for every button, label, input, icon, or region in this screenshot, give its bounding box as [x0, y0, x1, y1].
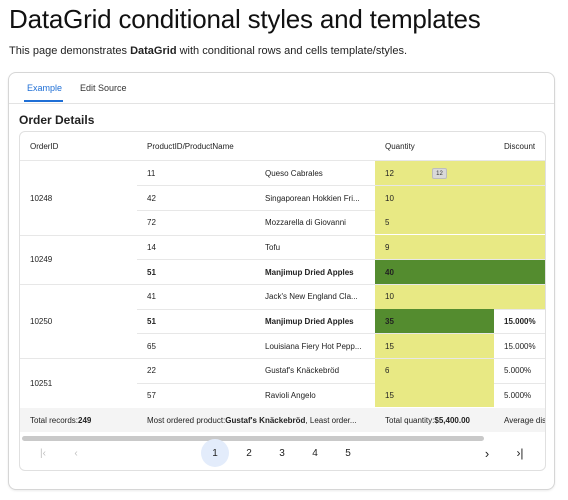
quantity-cell[interactable]: 10	[385, 292, 394, 302]
quantity-cell-bg	[375, 235, 545, 260]
next-page-icon[interactable]: ›	[484, 445, 490, 461]
product-name-cell[interactable]: Tofu	[265, 242, 281, 252]
quantity-cell[interactable]: 15	[385, 391, 394, 401]
description-bold: DataGrid	[130, 45, 177, 57]
product-name-cell[interactable]: Jack's New England Cla...	[265, 292, 358, 302]
product-name-cell[interactable]: Queso Cabrales	[265, 168, 323, 178]
order-id-cell[interactable]: 10251	[30, 378, 53, 388]
page-button-4[interactable]: 4	[312, 447, 318, 459]
product-id-cell[interactable]: 72	[147, 218, 156, 228]
quantity-cell-bg	[375, 185, 545, 210]
row-divider	[137, 209, 545, 211]
page-button-1[interactable]: 1	[201, 439, 229, 467]
row-divider	[137, 382, 545, 384]
product-id-cell[interactable]: 57	[147, 391, 156, 401]
product-id-cell[interactable]: 22	[147, 366, 156, 376]
quantity-cell[interactable]: 6	[385, 366, 390, 376]
row-divider	[137, 308, 545, 310]
page-button-2[interactable]: 2	[246, 447, 252, 459]
example-card: Example Edit Source Order Details OrderI…	[8, 72, 555, 490]
product-name-cell[interactable]: Manjimup Dried Apples	[265, 267, 354, 277]
row-divider	[137, 185, 545, 187]
product-name-cell[interactable]: Gustaf's Knäckebröd	[265, 366, 340, 376]
quantity-cell[interactable]: 40	[385, 267, 394, 277]
tab-example[interactable]: Example	[27, 83, 63, 93]
row-divider	[20, 234, 545, 236]
quantity-cell-bg	[375, 161, 545, 185]
quantity-cell[interactable]: 12	[385, 168, 394, 178]
first-page-icon[interactable]: |‹	[40, 447, 46, 459]
product-id-cell[interactable]: 51	[147, 317, 156, 327]
quantity-cell-bg	[375, 383, 494, 408]
row-divider	[20, 284, 545, 285]
quantity-cell-bg	[375, 333, 494, 358]
discount-cell[interactable]: 15.000%	[504, 317, 536, 327]
prev-page-icon[interactable]: ‹	[74, 447, 78, 459]
product-name-cell[interactable]: Mozzarella di Giovanni	[265, 218, 346, 228]
column-header-discount[interactable]: Discount	[504, 141, 536, 151]
order-id-cell[interactable]: 10248	[30, 193, 53, 203]
discount-cell[interactable]: 15.000%	[504, 341, 536, 351]
column-header-orderid[interactable]: OrderID	[30, 141, 59, 151]
header-divider	[20, 160, 545, 161]
product-id-cell[interactable]: 11	[147, 168, 156, 178]
quantity-cell[interactable]: 15	[385, 341, 394, 351]
footer-total-records: Total records: 249	[30, 415, 92, 425]
product-name-cell[interactable]: Louisiana Fiery Hot Pepp...	[265, 341, 362, 351]
order-id-cell[interactable]: 10250	[30, 317, 53, 327]
row-divider	[20, 358, 545, 360]
product-id-cell[interactable]: 41	[147, 292, 156, 302]
order-details-grid: OrderID ProductID/ProductName Quantity D…	[19, 131, 546, 471]
horizontal-scroll-thumb[interactable]	[22, 436, 484, 441]
quantity-cell-bg	[375, 259, 545, 284]
product-name-cell[interactable]: Singaporean Hokkien Fri...	[265, 193, 360, 203]
quantity-cell-bg	[375, 358, 494, 383]
tab-edit-source[interactable]: Edit Source	[80, 83, 127, 93]
footer-total-quantity: Total quantity: $5,400.00	[385, 415, 470, 425]
product-id-cell[interactable]: 65	[147, 341, 156, 351]
quantity-tooltip: 12	[432, 168, 447, 179]
section-title: Order Details	[19, 113, 95, 127]
page-button-5[interactable]: 5	[345, 447, 351, 459]
quantity-cell[interactable]: 9	[385, 242, 390, 252]
product-id-cell[interactable]: 42	[147, 193, 156, 203]
quantity-cell[interactable]: 10	[385, 193, 394, 203]
last-page-icon[interactable]: ›|	[516, 446, 524, 460]
quantity-cell-bg	[375, 284, 545, 309]
product-name-cell[interactable]: Ravioli Angelo	[265, 391, 316, 401]
order-id-cell[interactable]: 10249	[30, 255, 53, 265]
discount-cell[interactable]: 5.000%	[504, 391, 532, 401]
product-name-cell[interactable]: Manjimup Dried Apples	[265, 317, 354, 327]
tab-bar: Example Edit Source	[9, 73, 554, 104]
product-id-cell[interactable]: 14	[147, 242, 156, 252]
page-description: This page demonstrates DataGrid with con…	[9, 45, 408, 57]
page-button-3[interactable]: 3	[279, 447, 285, 459]
footer-most-ordered: Most ordered product: Gustaf's Knäckebrö…	[147, 415, 357, 425]
column-header-quantity[interactable]: Quantity	[385, 141, 415, 151]
row-divider	[137, 333, 545, 335]
quantity-cell-bg	[375, 309, 494, 334]
page-title: DataGrid conditional styles and template…	[9, 4, 481, 34]
footer-average: Average dis	[504, 415, 546, 425]
discount-cell[interactable]: 5.000%	[504, 366, 532, 376]
product-id-cell[interactable]: 51	[147, 267, 156, 277]
quantity-cell-bg	[375, 210, 545, 235]
grid-footer: Total records: 249 Most ordered product:…	[20, 408, 545, 432]
quantity-cell[interactable]: 5	[385, 218, 390, 228]
column-header-product[interactable]: ProductID/ProductName	[147, 141, 234, 151]
active-tab-indicator	[24, 100, 63, 102]
quantity-cell[interactable]: 35	[385, 317, 394, 327]
row-divider	[137, 259, 545, 261]
